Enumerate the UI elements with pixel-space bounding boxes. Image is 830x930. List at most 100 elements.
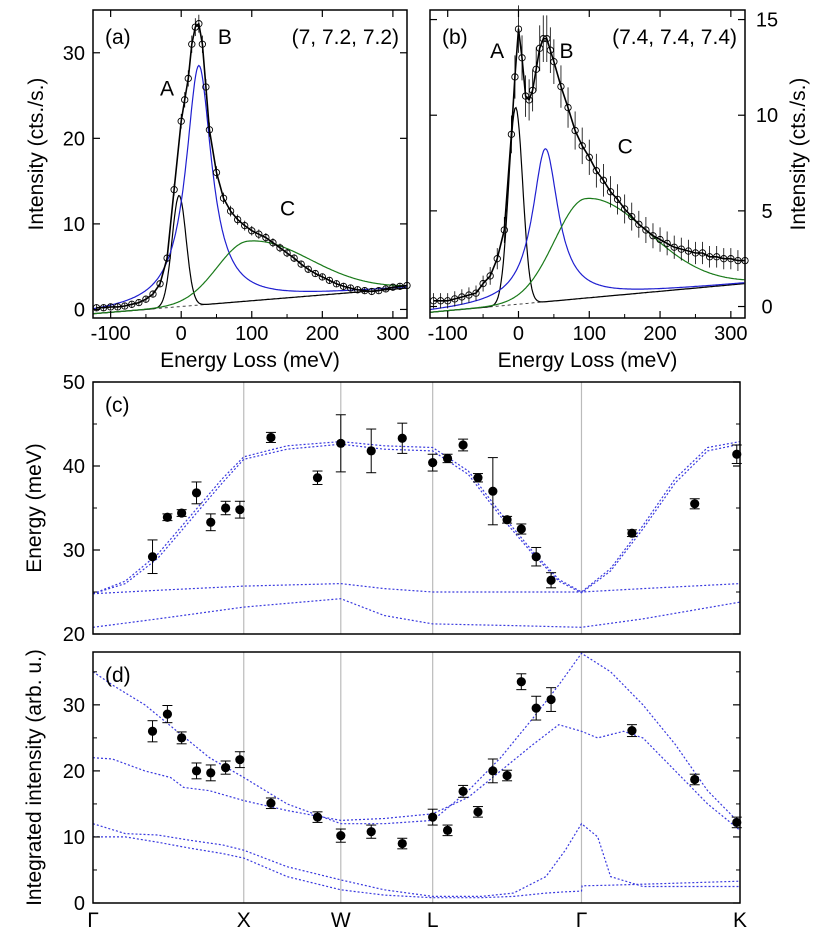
data-point <box>516 524 526 534</box>
data-point <box>428 458 438 468</box>
data-point <box>663 239 671 248</box>
y-axis-label: Intensity (cts./s.) <box>787 78 810 231</box>
total-fit-curve <box>96 22 408 309</box>
y-axis-label: Intensity (cts./s.) <box>25 78 48 231</box>
y-tick-label: 0 <box>74 299 85 321</box>
data-point <box>479 279 487 288</box>
x-tick-label: X <box>237 909 251 930</box>
y-tick-label: 10 <box>63 827 85 849</box>
data-point <box>628 212 636 221</box>
data-point <box>571 126 579 135</box>
y-tick-label: 5 <box>761 201 772 223</box>
data-point <box>458 293 466 301</box>
y-tick-label: 50 <box>63 372 85 394</box>
component-B-curve <box>92 64 407 310</box>
plot-frame <box>92 9 408 319</box>
x-axis-label: Energy Loss (meV) <box>498 349 678 372</box>
panel-c: 20 30 40 50 Energy (meV) (c) <box>23 372 742 646</box>
component-C-curve <box>429 197 745 313</box>
data-point <box>297 260 305 268</box>
x-tick-label: 0 <box>176 323 187 345</box>
model-curve <box>92 582 741 595</box>
data-point <box>442 453 453 464</box>
data-point <box>206 768 216 778</box>
data-point <box>311 269 319 278</box>
data-point <box>177 733 187 743</box>
model-curve <box>92 440 741 595</box>
data-point <box>550 58 558 66</box>
data-point <box>428 812 438 822</box>
model-curve <box>93 836 741 899</box>
data-point <box>613 195 622 204</box>
component-C-curve <box>92 240 407 315</box>
panel-label: (a) <box>105 26 131 49</box>
panel-a: -100 0 100 200 300 0 10 20 30 Energy Loss (meV) In… <box>25 9 411 372</box>
data-point <box>241 221 249 230</box>
panel-label: (c) <box>105 394 130 417</box>
data-point <box>546 575 556 585</box>
component-A-curve <box>429 106 745 313</box>
data-point <box>312 473 323 483</box>
data-point <box>684 247 693 255</box>
peak-label-C: C <box>618 135 633 158</box>
x-tick-label: -100 <box>91 323 131 345</box>
y-tick-label: 40 <box>63 456 85 478</box>
peak-label-B: B <box>560 40 574 63</box>
x-tick-label: 0 <box>513 323 524 345</box>
x-tick-label: 200 <box>643 323 676 345</box>
data-point <box>557 82 565 91</box>
data-point <box>235 755 245 765</box>
data-point <box>732 449 742 459</box>
data-point <box>502 770 512 781</box>
q-vector-label: (7, 7.2, 7.2) <box>292 26 399 49</box>
plot-frame <box>92 651 741 904</box>
data-point <box>219 194 228 202</box>
peak-label-A: A <box>160 78 174 101</box>
model-curve <box>92 724 741 831</box>
x-tick-label: K <box>733 909 747 930</box>
y-tick-label: 0 <box>74 893 85 915</box>
x-tick-label: Γ <box>576 909 588 930</box>
data-point <box>266 432 276 443</box>
y-tick-label: 10 <box>63 214 85 236</box>
data-point <box>442 825 453 835</box>
y-tick-label: 30 <box>63 695 85 717</box>
data-point <box>606 188 615 196</box>
data-point <box>269 239 277 247</box>
data-point <box>656 235 664 244</box>
data-point <box>255 230 263 238</box>
data-point <box>366 827 376 837</box>
data-point <box>531 703 541 713</box>
data-point <box>191 766 202 776</box>
data-point <box>458 440 468 450</box>
x-tick-label: 300 <box>714 323 747 345</box>
panel-b: -100 0 100 200 300 0 5 10 15 Energy Loss (meV) Int… <box>428 5 810 372</box>
x-tick-label: -100 <box>428 323 468 345</box>
data-point <box>578 142 586 150</box>
x-tick-label: 100 <box>573 323 606 345</box>
data-point <box>465 291 473 299</box>
x-tick-label: L <box>427 909 439 930</box>
data-point <box>732 817 742 828</box>
data-point <box>276 244 284 252</box>
data-point <box>162 709 173 719</box>
data-point <box>627 528 637 538</box>
data-point <box>206 517 216 527</box>
y-tick-label: 20 <box>63 761 85 783</box>
panel-label: (d) <box>105 664 131 687</box>
data-point <box>397 433 407 443</box>
data-point <box>318 273 326 281</box>
data-point <box>312 812 323 822</box>
data-point <box>235 505 245 515</box>
model-curve <box>92 822 740 897</box>
y-tick-label: 15 <box>756 10 778 32</box>
plot-frame <box>429 9 746 319</box>
data-point <box>649 232 657 240</box>
peak-label-B: B <box>218 26 232 49</box>
y-tick-label: 10 <box>756 105 778 127</box>
data-point <box>488 486 498 496</box>
data-point <box>488 766 498 776</box>
data-point <box>221 503 231 513</box>
data-point <box>473 473 483 483</box>
